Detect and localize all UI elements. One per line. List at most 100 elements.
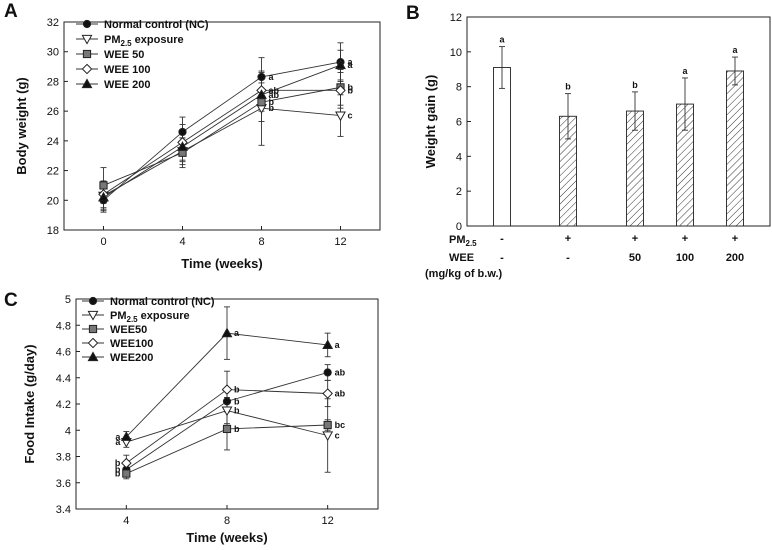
data-point (222, 424, 232, 434)
legend-label: Normal control (NC) (110, 296, 215, 308)
data-point (99, 181, 108, 190)
significance-letter: a (335, 340, 341, 350)
panel-letter-b: B (406, 3, 420, 24)
significance-letter: a (115, 437, 121, 447)
x-tick-label: 8 (258, 236, 264, 248)
data-point (322, 339, 334, 350)
wee-dose-label: - (500, 252, 504, 264)
y-tick-label: 12 (450, 12, 462, 24)
data-point (323, 420, 332, 430)
y-axis-title: Body weight (g) (14, 77, 29, 175)
significance-letter: a (732, 45, 738, 55)
significance-letter: b (234, 406, 240, 416)
y-tick-label: 3.6 (56, 478, 71, 490)
y-tick-label: 4 (456, 151, 462, 163)
pm25-treatment-label: + (632, 233, 638, 245)
x-tick-label: 12 (334, 236, 346, 248)
panel-c: C 3.4 3.6 3.8 4 4.2 4.4 4.6 4.8 5 4 8 12 Time (weeks)… (4, 290, 379, 545)
legend-label: PM2.5 exposure (110, 310, 190, 324)
significance-letter: a (499, 35, 505, 45)
y-tick-label: 8 (456, 82, 462, 94)
significance-letter: b (565, 82, 571, 92)
x-axis-title: Time (weeks) (186, 530, 267, 545)
y-tick-label: 10 (450, 47, 462, 59)
significance-letter: c (348, 111, 353, 121)
pm25-row-label: PM2.5 (449, 234, 477, 248)
data-point (122, 469, 131, 478)
y-tick-label: 32 (47, 17, 59, 29)
y-tick-label: 3.4 (56, 504, 71, 516)
data-point (323, 368, 332, 377)
y-axis-title: Weight gain (g) (423, 75, 438, 169)
pm25-treatment-label: + (732, 233, 738, 245)
legend-marker (88, 324, 98, 334)
wee-dose-label: 100 (676, 252, 694, 264)
legend-marker (87, 310, 99, 321)
data-point (221, 327, 233, 338)
wee-dose-label: 200 (726, 252, 744, 264)
legend-marker (81, 78, 93, 89)
legend-marker (82, 19, 92, 29)
x-axis-title: Time (weeks) (181, 256, 262, 271)
x-tick-label: 0 (100, 236, 106, 248)
plot-frame (63, 21, 381, 231)
y-tick-label: 5 (65, 294, 71, 306)
x-tick-label: 4 (179, 236, 185, 248)
significance-letter: a (348, 57, 354, 67)
series-line (103, 64, 341, 198)
x-tick-label: 12 (322, 515, 334, 527)
legend-label: WEE 100 (104, 64, 150, 76)
y-tick-label: 20 (47, 195, 59, 207)
significance-letter: ab (269, 90, 280, 100)
significance-letter: a (115, 432, 121, 442)
significance-letter: b (234, 385, 240, 395)
data-point (335, 59, 346, 70)
significance-letter: ab (269, 85, 280, 95)
pm25-treatment-label: + (565, 233, 571, 245)
legend-marker (82, 49, 92, 59)
data-point (322, 431, 334, 442)
data-point (178, 127, 187, 137)
bar (493, 67, 511, 227)
significance-letter: b (632, 80, 638, 90)
panel-letter-a: A (4, 1, 18, 22)
y-tick-label: 0 (456, 221, 462, 233)
significance-letter: b (269, 97, 275, 107)
significance-letter: ab (335, 368, 346, 378)
significance-letter: b (348, 82, 354, 92)
legend-label: Normal control (NC) (104, 19, 209, 31)
data-point (221, 384, 233, 395)
significance-letter: a (682, 66, 688, 76)
significance-letter: b (234, 424, 240, 434)
significance-letter: a (348, 60, 354, 70)
y-axis-title: Food Intake (g/day) (22, 344, 37, 463)
wee-dose-label: 50 (629, 252, 641, 264)
y-tick-label: 28 (47, 76, 59, 88)
data-point (257, 72, 266, 82)
legend-label: WEE50 (110, 324, 147, 336)
data-point (177, 141, 188, 151)
y-tick-label: 4.8 (56, 320, 71, 332)
x-tick-label: 4 (123, 515, 129, 527)
legend-label: WEE100 (110, 338, 153, 350)
significance-letter: b (348, 85, 354, 95)
series-line (103, 86, 341, 186)
legend-marker (87, 337, 99, 349)
legend-marker (87, 351, 99, 362)
y-tick-label: 3.8 (56, 452, 71, 464)
data-point (120, 431, 132, 441)
y-tick-label: 18 (47, 225, 59, 237)
data-point (322, 388, 333, 399)
wee-row-label: WEE (449, 252, 474, 264)
panel-letter-c: C (4, 290, 18, 311)
data-point (335, 85, 346, 96)
significance-letter: b (115, 469, 121, 479)
legend-label: WEE 200 (104, 79, 150, 91)
significance-letter: b (115, 458, 121, 468)
pm25-treatment-label: - (500, 233, 504, 245)
y-tick-label: 22 (47, 166, 59, 178)
legend-label: PM2.5 exposure (104, 34, 184, 48)
significance-letter: b (269, 103, 275, 113)
y-tick-label: 4.2 (56, 399, 71, 411)
